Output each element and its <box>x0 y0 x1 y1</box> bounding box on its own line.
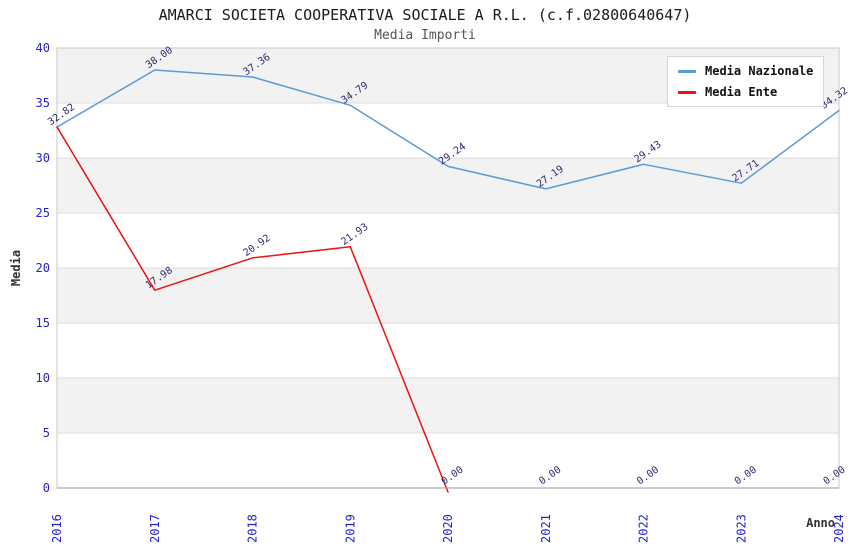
y-tick-label: 20 <box>36 261 50 275</box>
media-nazionale-line-swatch <box>678 69 696 73</box>
data-label: 0.00 <box>440 465 466 488</box>
data-label: 0.00 <box>635 465 661 488</box>
data-label: 0.00 <box>537 465 563 488</box>
y-tick-label: 40 <box>36 41 50 55</box>
x-axis-title: Anno <box>806 516 835 530</box>
x-tick-label: 2024 <box>832 514 846 543</box>
series-line-media-nazionale <box>56 69 840 190</box>
x-tick-label: 2022 <box>637 514 651 543</box>
y-axis-title: Media <box>9 250 23 286</box>
y-tick-label: 5 <box>43 426 50 440</box>
series-line-media-ente <box>56 126 449 493</box>
x-tick-label: 2021 <box>539 514 553 543</box>
data-label: 21.93 <box>339 222 370 248</box>
y-tick-label: 30 <box>36 151 50 165</box>
data-label: 20.92 <box>242 233 273 259</box>
chart-title: AMARCI SOCIETA COOPERATIVA SOCIALE A R.L… <box>158 6 692 24</box>
legend-item-media-nazionale: Media Nazionale <box>678 64 813 78</box>
x-tick-label: 2016 <box>50 514 64 543</box>
x-tick-label: 2020 <box>441 514 455 543</box>
data-label: 0.00 <box>733 465 759 488</box>
grid-band <box>57 268 839 323</box>
legend-label-media-nazionale: Media Nazionale <box>705 64 814 78</box>
y-tick-label: 15 <box>36 316 50 330</box>
data-label: 0.00 <box>822 465 848 488</box>
y-tick-label: 25 <box>36 206 50 220</box>
x-tick-label: 2023 <box>734 514 748 543</box>
legend-label-media-ente: Media Ente <box>705 85 778 99</box>
grid-band <box>57 378 839 433</box>
x-tick-label: 2019 <box>343 514 357 543</box>
x-tick-label: 2018 <box>246 514 260 543</box>
x-tick-label: 2017 <box>148 514 162 543</box>
y-tick-label: 35 <box>36 96 50 110</box>
chart-subtitle: Media Importi <box>374 28 476 43</box>
y-tick-label: 10 <box>36 371 50 385</box>
legend-item-media-ente: Media Ente <box>678 85 813 99</box>
media-ente-line-swatch <box>678 90 696 94</box>
y-tick-label: 0 <box>43 481 50 495</box>
legend: Media Nazionale Media Ente <box>667 56 825 107</box>
